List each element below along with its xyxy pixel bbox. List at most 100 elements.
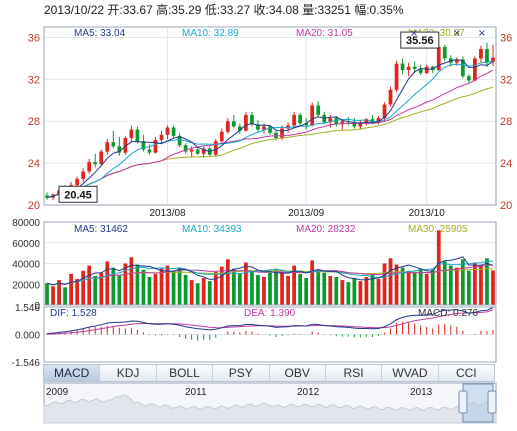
candle-body: [256, 124, 260, 130]
volume-ytick: 20000: [12, 280, 40, 291]
volume-bar: [352, 278, 357, 305]
ma10-line: [46, 60, 494, 199]
volume-bar: [171, 270, 176, 305]
volume-bar: [388, 258, 393, 305]
candle-body: [479, 48, 483, 59]
price-callout-label: 35.56: [406, 35, 434, 47]
volume-bar: [129, 257, 134, 305]
macd-panel: 1.546 0.000 -1.546 DIF: 1.528 DEA: 1.390 MACD…: [12, 303, 497, 369]
tab-boll[interactable]: BOLL: [156, 365, 214, 381]
volume-bar: [436, 230, 441, 305]
candle-body: [105, 142, 110, 152]
volume-ytick: 0: [34, 301, 40, 312]
price-ytick-right: 28: [500, 116, 512, 128]
indicator-tabs: MACD KDJ BOLL PSY OBV RSI WVAD CCI: [43, 364, 495, 382]
ma5-line: [46, 58, 494, 199]
volume-bar: [298, 273, 303, 305]
volume-bar: [231, 268, 236, 305]
vol-ma5-line: [46, 256, 494, 286]
candle-body: [473, 58, 477, 81]
legend-macd: MACD: 0.276: [418, 308, 478, 319]
tab-psy[interactable]: PSY: [213, 365, 270, 381]
volume-bar: [310, 260, 315, 305]
candle-body: [485, 48, 489, 63]
candle-body: [45, 195, 49, 198]
price-ytick-left: 32: [28, 74, 40, 86]
volume-bar: [105, 261, 110, 305]
quote-info-bar: 2013/10/22 开:33.67 高:35.29 低:33.27 收:34.…: [44, 3, 404, 17]
volume-bar: [448, 265, 453, 305]
price-callout-label: 20.45: [64, 189, 92, 201]
candle-body: [93, 162, 98, 165]
price-ytick-right: 24: [500, 158, 512, 170]
legend-dea: DEA: 1.390: [244, 308, 296, 319]
macd-ytick: 0.000: [15, 331, 40, 342]
volume-bar: [81, 270, 86, 305]
volume-bar: [183, 274, 188, 305]
candle-body: [340, 121, 345, 125]
price-ytick-left: 36: [28, 32, 40, 44]
navigator-handle: [487, 390, 497, 414]
candle-body: [135, 129, 140, 142]
event-marker-icon: ×: [453, 28, 461, 39]
candle-body: [177, 135, 182, 146]
volume-bar: [424, 273, 429, 305]
volume-bar: [268, 272, 272, 305]
candle-body: [424, 66, 429, 74]
candle-body: [213, 141, 218, 155]
volume-bar: [340, 280, 345, 305]
candle-body: [75, 178, 80, 186]
volume-ytick: 40000: [12, 260, 40, 271]
candle-body: [298, 114, 303, 124]
legend-ma20: MA20: 28232: [296, 224, 356, 235]
volume-bar: [394, 264, 399, 305]
volume-bar: [159, 268, 164, 305]
volume-bar: [382, 263, 387, 305]
candle-body: [123, 137, 128, 153]
candle-body: [310, 105, 315, 126]
candle-body: [141, 141, 146, 150]
legend-ma30: MA30: 25905: [408, 224, 468, 235]
volume-bar: [334, 276, 339, 305]
volume-bar: [364, 276, 369, 305]
volume-bar: [406, 270, 411, 305]
price-callout-box: [400, 31, 440, 49]
volume-bar: [57, 280, 61, 305]
price-xtick: 2013/10: [409, 208, 446, 219]
tab-macd[interactable]: MACD: [44, 365, 101, 381]
volume-bar: [141, 269, 146, 305]
candle-body: [328, 118, 333, 123]
price-plot-bg: [44, 27, 496, 205]
volume-bar: [51, 286, 55, 305]
volume-bar: [286, 275, 290, 305]
volume-bar: [467, 270, 471, 305]
volume-bar: [165, 265, 170, 305]
volume-bar: [207, 281, 212, 305]
tab-rsi[interactable]: RSI: [325, 365, 383, 381]
volume-bar: [63, 287, 67, 305]
price-ytick-right: 32: [500, 74, 512, 86]
tab-obv[interactable]: OBV: [269, 365, 326, 381]
candle-body: [436, 46, 441, 70]
volume-bar: [460, 259, 465, 305]
price-panel: 20 20 24 24 28 28 32 32 36 36 MA5: 33.04 MA10: 32.8…: [28, 26, 512, 219]
volume-frame: [43, 221, 497, 306]
volume-bar: [111, 267, 116, 305]
volume-bar: [135, 264, 140, 305]
candle-body: [159, 134, 164, 141]
volume-bar: [491, 270, 495, 305]
tab-wvad[interactable]: WVAD: [382, 365, 439, 381]
volume-bar: [147, 276, 152, 305]
candle-body: [394, 63, 399, 90]
legend-ma5: MA5: 31462: [74, 224, 128, 235]
tab-cci[interactable]: CCI: [438, 365, 494, 381]
navigator-panel: 2009 2011 2012 2013: [43, 382, 497, 424]
volume-bar: [93, 275, 98, 305]
volume-bar: [201, 278, 206, 305]
volume-ytick: 80000: [12, 218, 40, 229]
candle-body: [334, 118, 339, 125]
price-xtick: 2013/08: [149, 208, 186, 219]
candle-body: [225, 121, 230, 132]
tab-kdj[interactable]: KDJ: [100, 365, 157, 381]
legend-ma5: MA5: 33.04: [74, 28, 126, 39]
